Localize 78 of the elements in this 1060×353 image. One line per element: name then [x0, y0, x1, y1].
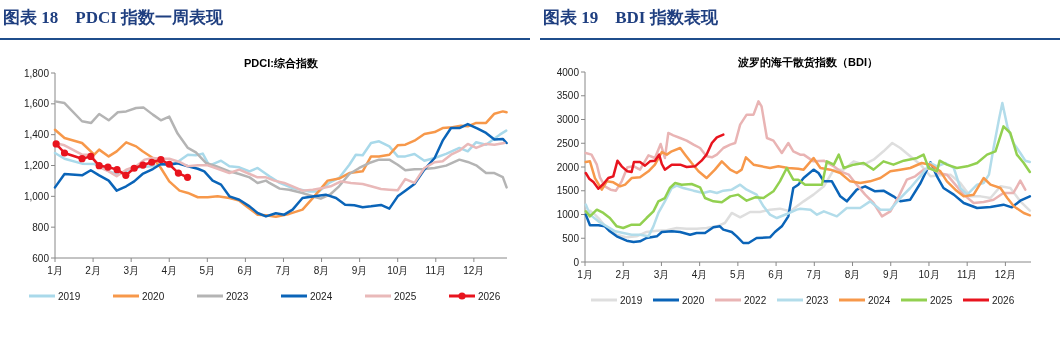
line-series — [584, 100, 1027, 218]
point — [78, 155, 86, 163]
x-tick-label: 8月 — [844, 269, 861, 280]
line-series — [584, 133, 725, 190]
legend-label: 2025 — [930, 295, 953, 306]
point — [183, 173, 192, 181]
y-tick-label: 500 — [562, 232, 580, 244]
y-tick-label: 2000 — [556, 161, 580, 173]
y-tick-label: 1,000 — [23, 190, 50, 202]
legend-label: 2019 — [620, 295, 643, 306]
x-tick-label: 11月 — [956, 269, 978, 280]
y-tick-label: 1,600 — [23, 98, 50, 110]
line-series — [584, 125, 1032, 230]
y-tick-label: 1500 — [556, 185, 580, 197]
x-tick-label: 4月 — [691, 269, 708, 280]
y-tick-label: 1000 — [556, 209, 580, 220]
chart-title: 图表 18 PDCI 指数一周表现 — [3, 8, 225, 27]
point — [87, 152, 95, 160]
legend-label: 2025 — [394, 291, 417, 302]
x-tick-label: 2月 — [85, 265, 101, 276]
x-tick-label: 5月 — [199, 265, 216, 276]
y-tick-label: 1,200 — [23, 160, 50, 171]
x-tick-label: 9月 — [882, 269, 899, 280]
x-tick-label: 9月 — [351, 265, 368, 276]
point — [52, 140, 60, 148]
x-tick-label: 12月 — [463, 265, 485, 276]
legend-label: 2019 — [58, 291, 81, 302]
point — [122, 171, 130, 179]
chart-subtitle: 波罗的海干散货指数（BDI） — [737, 56, 878, 69]
y-tick-label: 2500 — [556, 137, 580, 149]
x-tick-label: 5月 — [730, 269, 746, 280]
point — [148, 158, 156, 166]
legend-label: 2023 — [806, 295, 829, 306]
point — [139, 161, 147, 169]
x-tick-label: 8月 — [313, 265, 330, 276]
x-tick-label: 2月 — [615, 269, 631, 280]
legend-label: 2020 — [682, 295, 705, 306]
point — [60, 149, 69, 157]
x-tick-label: 4月 — [161, 265, 178, 276]
x-tick-label: 1月 — [47, 265, 63, 276]
y-tick-label: 3500 — [556, 90, 580, 102]
line-series — [584, 161, 1032, 245]
line-series — [53, 100, 508, 200]
legend-label: 2024 — [868, 295, 891, 306]
y-tick-label: 4000 — [556, 66, 580, 78]
x-tick-label: 10月 — [387, 265, 409, 276]
x-tick-label: 7月 — [275, 265, 292, 276]
point — [113, 166, 121, 174]
x-tick-label: 1月 — [577, 269, 593, 280]
chart-subtitle: PDCI:综合指数 — [244, 57, 319, 69]
x-tick-label: 3月 — [123, 265, 139, 276]
x-tick-label: 10月 — [918, 269, 940, 280]
x-tick-label: 12月 — [994, 269, 1016, 280]
point — [157, 156, 165, 164]
y-tick-label: 800 — [32, 221, 50, 233]
legend-label: 2024 — [310, 291, 333, 302]
x-tick-label: 3月 — [653, 269, 670, 280]
y-tick-label: 0 — [573, 256, 580, 268]
point — [174, 169, 182, 177]
x-tick-label: 11月 — [425, 265, 446, 276]
legend-label: 2026 — [478, 291, 501, 302]
legend-label: 2026 — [992, 295, 1015, 306]
legend-label: 2020 — [142, 291, 165, 302]
legend-label: 2023 — [226, 291, 249, 302]
x-tick-label: 6月 — [237, 265, 254, 276]
point — [130, 164, 138, 172]
line-series — [584, 146, 1032, 217]
point — [95, 162, 103, 170]
chart-title: 图表 19 BDI 指数表现 — [543, 8, 719, 27]
x-tick-label: 6月 — [768, 269, 784, 280]
x-tick-label: 7月 — [806, 269, 823, 280]
y-tick-label: 1,400 — [23, 129, 50, 141]
y-tick-label: 1,800 — [23, 67, 50, 79]
point — [104, 163, 112, 171]
legend-label: 2022 — [744, 295, 767, 306]
y-tick-label: 3000 — [556, 114, 580, 125]
y-tick-label: 600 — [32, 252, 50, 264]
point — [165, 160, 173, 168]
